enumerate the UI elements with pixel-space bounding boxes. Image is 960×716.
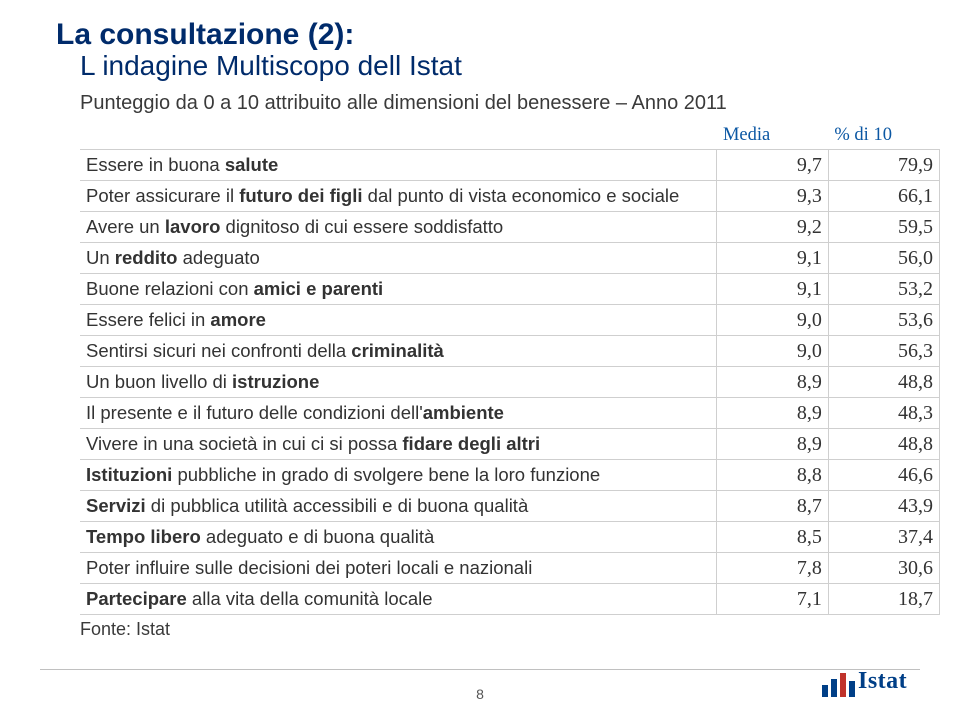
row-media: 9,0 xyxy=(717,305,828,336)
row-label: Tempo libero adeguato e di buona qualità xyxy=(80,522,717,553)
table-row: Essere in buona salute9,779,9 xyxy=(80,150,940,181)
footer-rule xyxy=(40,669,920,670)
row-label: Il presente e il futuro delle condizioni… xyxy=(80,398,717,429)
table-row: Il presente e il futuro delle condizioni… xyxy=(80,398,940,429)
row-label: Istituzioni pubbliche in grado di svolge… xyxy=(80,460,717,491)
subtitle: Punteggio da 0 a 10 attribuito alle dime… xyxy=(80,92,920,115)
title-line1: La consultazione (2): xyxy=(56,18,920,52)
row-pct: 79,9 xyxy=(828,150,939,181)
row-media: 8,8 xyxy=(717,460,828,491)
row-label: Essere in buona salute xyxy=(80,150,717,181)
row-media: 7,8 xyxy=(717,553,828,584)
row-label: Essere felici in amore xyxy=(80,305,717,336)
table-row: Servizi di pubblica utilità accessibili … xyxy=(80,491,940,522)
row-label: Vivere in una società in cui ci si possa… xyxy=(80,429,717,460)
row-media: 9,0 xyxy=(717,336,828,367)
row-label: Un reddito adeguato xyxy=(80,243,717,274)
header-media: Media xyxy=(717,121,828,150)
row-pct: 53,6 xyxy=(828,305,939,336)
row-media: 8,5 xyxy=(717,522,828,553)
table-wrap: Media % di 10 Essere in buona salute9,77… xyxy=(80,121,940,640)
table-body: Essere in buona salute9,779,9Poter assic… xyxy=(80,150,940,615)
table-header-row: Media % di 10 xyxy=(80,121,940,150)
row-media: 9,2 xyxy=(717,212,828,243)
slide: La consultazione (2): L indagine Multisc… xyxy=(0,0,960,716)
page-number: 8 xyxy=(476,686,484,702)
table-row: Poter assicurare il futuro dei figli dal… xyxy=(80,181,940,212)
row-pct: 48,8 xyxy=(828,429,939,460)
table-row: Sentirsi sicuri nei confronti della crim… xyxy=(80,336,940,367)
row-pct: 18,7 xyxy=(828,584,939,615)
row-pct: 43,9 xyxy=(828,491,939,522)
row-pct: 48,3 xyxy=(828,398,939,429)
row-media: 7,1 xyxy=(717,584,828,615)
source-label: Fonte: Istat xyxy=(80,619,940,640)
row-pct: 37,4 xyxy=(828,522,939,553)
table-row: Poter influire sulle decisioni dei poter… xyxy=(80,553,940,584)
row-media: 9,1 xyxy=(717,243,828,274)
row-label: Sentirsi sicuri nei confronti della crim… xyxy=(80,336,717,367)
row-pct: 53,2 xyxy=(828,274,939,305)
title-line2: L indagine Multiscopo dell Istat xyxy=(80,50,920,82)
row-media: 9,3 xyxy=(717,181,828,212)
row-pct: 48,8 xyxy=(828,367,939,398)
row-label: Poter assicurare il futuro dei figli dal… xyxy=(80,181,717,212)
table-row: Buone relazioni con amici e parenti9,153… xyxy=(80,274,940,305)
title-block: La consultazione (2): L indagine Multisc… xyxy=(56,18,920,82)
row-media: 8,9 xyxy=(717,398,828,429)
row-pct: 56,3 xyxy=(828,336,939,367)
row-label: Poter influire sulle decisioni dei poter… xyxy=(80,553,717,584)
table-row: Vivere in una società in cui ci si possa… xyxy=(80,429,940,460)
row-pct: 56,0 xyxy=(828,243,939,274)
row-media: 9,7 xyxy=(717,150,828,181)
logo-text: Istat xyxy=(858,668,907,695)
table-row: Un buon livello di istruzione8,948,8 xyxy=(80,367,940,398)
table-row: Un reddito adeguato9,156,0 xyxy=(80,243,940,274)
row-media: 9,1 xyxy=(717,274,828,305)
header-empty xyxy=(80,121,717,150)
row-media: 8,9 xyxy=(717,367,828,398)
table-row: Essere felici in amore9,053,6 xyxy=(80,305,940,336)
row-pct: 30,6 xyxy=(828,553,939,584)
row-label: Un buon livello di istruzione xyxy=(80,367,717,398)
row-label: Partecipare alla vita della comunità loc… xyxy=(80,584,717,615)
header-pct: % di 10 xyxy=(828,121,939,150)
istat-logo: Istat xyxy=(820,668,930,708)
table-row: Avere un lavoro dignitoso di cui essere … xyxy=(80,212,940,243)
row-label: Buone relazioni con amici e parenti xyxy=(80,274,717,305)
table-row: Tempo libero adeguato e di buona qualità… xyxy=(80,522,940,553)
table-row: Istituzioni pubbliche in grado di svolge… xyxy=(80,460,940,491)
row-media: 8,7 xyxy=(717,491,828,522)
row-label: Avere un lavoro dignitoso di cui essere … xyxy=(80,212,717,243)
data-table: Media % di 10 Essere in buona salute9,77… xyxy=(80,121,940,615)
row-pct: 46,6 xyxy=(828,460,939,491)
row-label: Servizi di pubblica utilità accessibili … xyxy=(80,491,717,522)
logo-bars-icon xyxy=(822,669,858,697)
row-pct: 66,1 xyxy=(828,181,939,212)
row-media: 8,9 xyxy=(717,429,828,460)
table-row: Partecipare alla vita della comunità loc… xyxy=(80,584,940,615)
row-pct: 59,5 xyxy=(828,212,939,243)
